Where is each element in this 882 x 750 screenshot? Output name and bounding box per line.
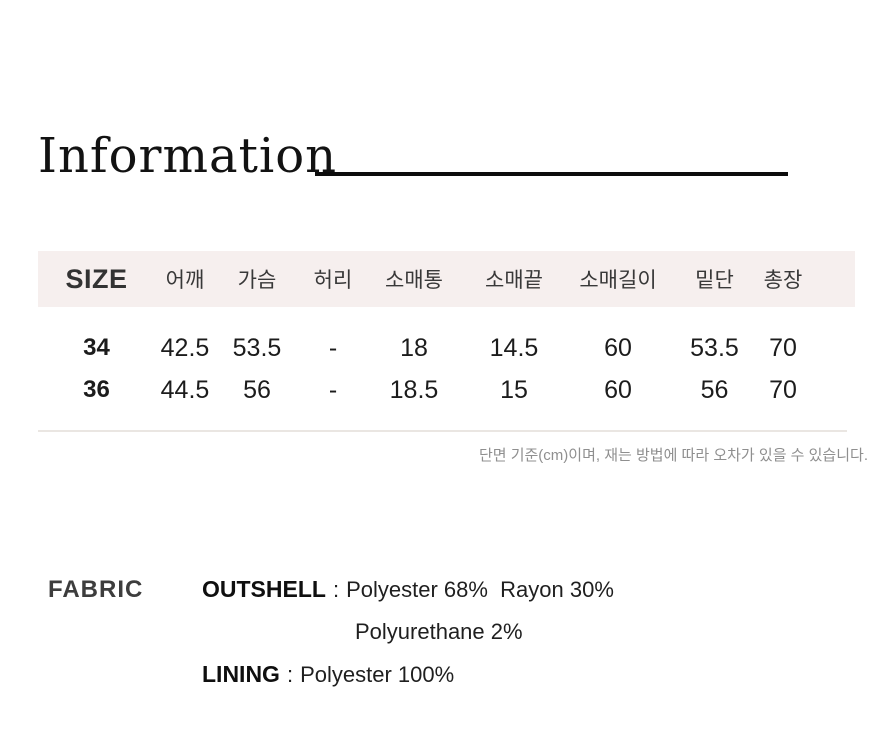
title-divider-line	[315, 172, 788, 176]
header-sleeve-cuff: 소매끝	[485, 269, 543, 292]
outshell-composition-line1: Polyester 68% Rayon 30%	[346, 577, 614, 602]
size-table-header-row: SIZE 어깨 가슴 허리 소매통 소매끝 소매길이 밑단 총장	[38, 251, 855, 307]
outshell-separator: :	[332, 577, 340, 602]
table-row: 34 42.5 53.5 - 18 14.5 60 53.5 70	[38, 327, 855, 369]
size-table: SIZE 어깨 가슴 허리 소매통 소매끝 소매길이 밑단 총장 34 42.5…	[38, 251, 855, 432]
cell-shoulder: 44.5	[160, 375, 210, 404]
cell-chest: 56	[243, 375, 271, 404]
header-shoulder: 어깨	[165, 269, 205, 292]
outshell-label: OUTSHELL	[202, 576, 326, 602]
lining-label: LINING	[202, 661, 280, 687]
cell-waist: -	[328, 375, 338, 404]
size-table-body: 34 42.5 53.5 - 18 14.5 60 53.5 70 36 44.…	[38, 327, 855, 411]
lining-separator: :	[286, 662, 294, 687]
header-total-length: 총장	[763, 269, 803, 292]
cell-waist: -	[328, 333, 338, 362]
row-size-value: 36	[83, 376, 110, 403]
fabric-section-label: FABRIC	[48, 576, 144, 603]
cell-sleeve-width: 18	[400, 333, 428, 362]
table-row: 36 44.5 56 - 18.5 15 60 56 70	[38, 369, 855, 411]
page-title: Information	[38, 128, 338, 184]
cell-sleeve-cuff: 15	[500, 375, 528, 404]
header-sleeve-length: 소매길이	[579, 269, 657, 292]
row-size-value: 34	[83, 334, 110, 361]
header-spacer	[806, 251, 855, 307]
cell-chest: 53.5	[232, 333, 282, 362]
measurement-note: 단면 기준(cm)이며, 재는 방법에 따라 오차가 있을 수 있습니다.	[478, 447, 868, 464]
cell-total-length: 70	[769, 375, 797, 404]
cell-sleeve-length: 60	[604, 333, 632, 362]
header-hem: 밑단	[695, 269, 734, 292]
cell-sleeve-width: 18.5	[389, 375, 439, 404]
header-size: SIZE	[65, 263, 128, 294]
table-bottom-divider	[38, 430, 847, 432]
header-chest: 가슴	[237, 269, 277, 292]
cell-sleeve-length: 60	[604, 375, 632, 404]
cell-spacer	[806, 327, 855, 369]
cell-spacer	[806, 369, 855, 411]
cell-sleeve-cuff: 14.5	[489, 333, 539, 362]
cell-hem: 53.5	[690, 333, 739, 362]
fabric-details: OUTSHELL: Polyester 68% Rayon 30% Polyure…	[202, 575, 802, 689]
cell-shoulder: 42.5	[160, 333, 210, 362]
lining-composition: Polyester 100%	[300, 662, 455, 687]
header-waist: 허리	[313, 269, 353, 292]
lining-line: LINING: Polyester 100%	[202, 660, 802, 689]
cell-hem: 56	[700, 375, 729, 404]
header-sleeve-width: 소매통	[385, 269, 443, 292]
outshell-composition-line2: Polyurethane 2%	[355, 619, 523, 644]
outshell-line: OUTSHELL: Polyester 68% Rayon 30%	[202, 575, 802, 604]
cell-total-length: 70	[769, 333, 797, 362]
